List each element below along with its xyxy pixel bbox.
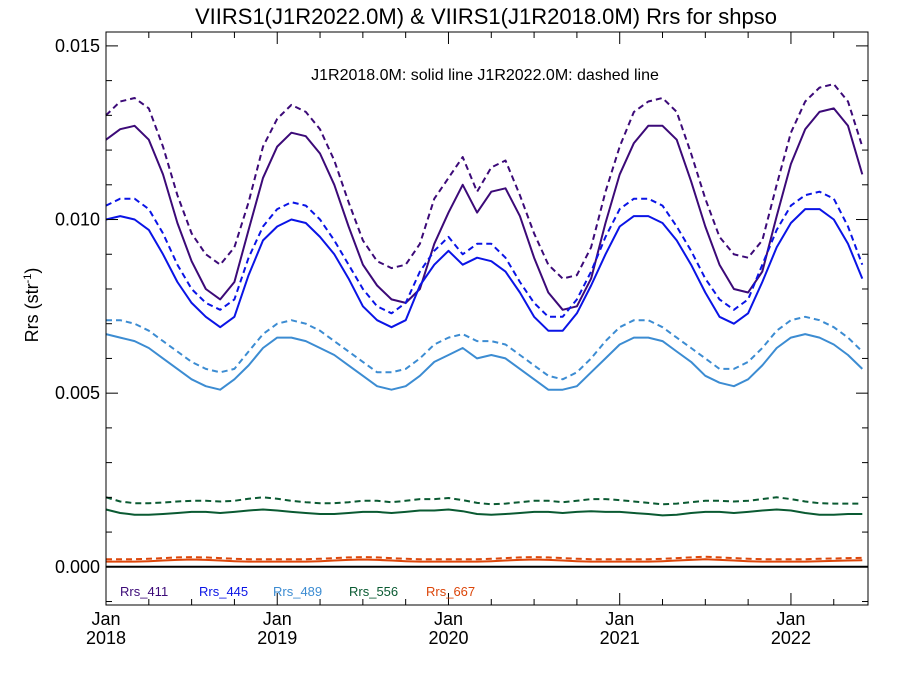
series-line-rrs-489-dashed bbox=[106, 315, 863, 381]
axis-layer bbox=[105, 32, 868, 605]
x-tick-label-year: 2021 bbox=[600, 628, 640, 648]
plot-frame bbox=[105, 31, 869, 606]
series-line-rrs-489-solid bbox=[105, 333, 863, 391]
y-tick-label: 0.015 bbox=[55, 36, 100, 56]
x-tick-label-year: 2019 bbox=[257, 628, 297, 648]
y-tick-label: 0.005 bbox=[55, 383, 100, 403]
series-line-rrs-445-solid bbox=[105, 208, 864, 332]
x-tick-label-month: Jan bbox=[91, 609, 120, 629]
series-line-rrs-411-solid bbox=[105, 107, 864, 311]
tick-label-layer: 0.0000.0050.0100.015Jan2018Jan2019Jan202… bbox=[55, 36, 811, 648]
x-tick-label-year: 2022 bbox=[771, 628, 811, 648]
legend-entry-rrs-445: Rrs_445 bbox=[199, 584, 248, 599]
y-axis-label-superscript: -1 bbox=[22, 274, 34, 284]
y-tick-label: 0.000 bbox=[55, 557, 100, 577]
legend-entry-rrs-489: Rrs_489 bbox=[273, 584, 322, 599]
legend-entry-rrs-556: Rrs_556 bbox=[349, 584, 398, 599]
series-line-rrs-411-dashed bbox=[105, 83, 864, 280]
line-style-annotation: J1R2018.0M: solid line J1R2022.0M: dashe… bbox=[311, 67, 659, 84]
chart-title: VIIRS1(J1R2022.0M) & VIIRS1(J1R2018.0M) … bbox=[195, 4, 777, 29]
x-tick-label-month: Jan bbox=[434, 609, 463, 629]
y-tick-label: 0.010 bbox=[55, 210, 100, 230]
y-axis-label-main: Rrs (str bbox=[22, 283, 42, 342]
x-tick-label-month: Jan bbox=[263, 609, 292, 629]
x-tick-label-month: Jan bbox=[776, 609, 805, 629]
x-tick-label-year: 2020 bbox=[428, 628, 468, 648]
series-line-rrs-667-solid bbox=[106, 558, 863, 563]
series-line-rrs-445-dashed bbox=[105, 190, 864, 318]
series-line-rrs-667-dashed bbox=[106, 555, 863, 561]
legend-entry-rrs-411: Rrs_411 bbox=[120, 584, 168, 599]
series-layer bbox=[105, 83, 864, 563]
series-line-rrs-556-solid bbox=[105, 508, 863, 517]
legend-layer: Rrs_411 Rrs_445 Rrs_489 Rrs_556 Rrs_667 bbox=[120, 584, 475, 599]
series-line-rrs-556-dashed bbox=[105, 496, 863, 506]
legend-entry-rrs-667: Rrs_667 bbox=[426, 584, 475, 599]
x-tick-label-month: Jan bbox=[605, 609, 634, 629]
y-axis-label: Rrs (str-1) bbox=[22, 268, 42, 343]
x-tick-label-year: 2018 bbox=[86, 628, 126, 648]
y-axis-label-close: ) bbox=[22, 268, 42, 274]
